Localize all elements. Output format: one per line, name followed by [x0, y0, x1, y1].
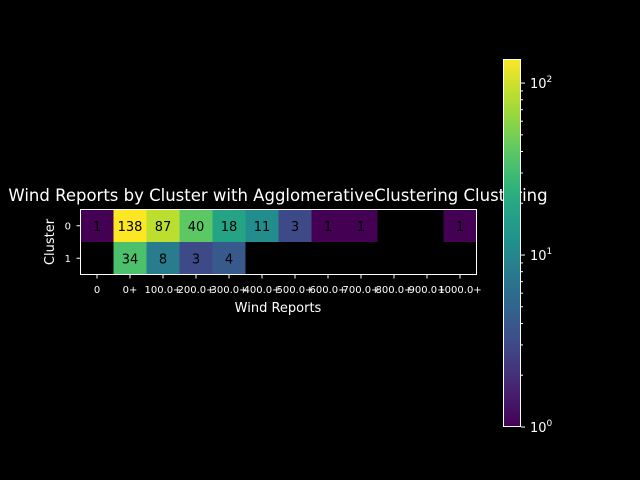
- cell-value-label: 3: [192, 252, 200, 267]
- cell-value-label: 87: [155, 220, 172, 235]
- x-tick-label: 200.0+: [177, 285, 214, 296]
- heatmap-cell: [146, 209, 180, 242]
- y-axis-label: Cluster: [43, 218, 58, 265]
- cell-value-label: 18: [221, 220, 238, 235]
- y-axis-ticks: 01: [65, 221, 81, 265]
- heatmap-cell: [80, 209, 114, 242]
- heatmap-cell: [212, 242, 246, 275]
- cell-value-label: 138: [118, 220, 143, 235]
- cell-value-label: 8: [159, 252, 167, 267]
- y-tick-label: 0: [65, 221, 71, 232]
- heatmap-cell: [344, 209, 378, 242]
- heatmap-cell: [113, 242, 147, 275]
- cell-value-label: 1: [456, 220, 464, 235]
- cell-value-label: 40: [188, 220, 205, 235]
- colorbar-tick-label: 100: [530, 419, 553, 436]
- x-tick-label: 0: [94, 285, 100, 296]
- x-tick-label: 700.0+: [342, 285, 379, 296]
- heatmap-cell: [179, 242, 213, 275]
- cell-value-label: 1: [324, 220, 332, 235]
- x-axis-label: Wind Reports: [235, 301, 322, 316]
- cell-value-label: 4: [225, 252, 233, 267]
- heatmap-cell: [146, 242, 180, 275]
- x-tick-label: 500.0+: [276, 285, 313, 296]
- cell-value-label: 3: [291, 220, 299, 235]
- y-tick-label: 1: [65, 254, 71, 265]
- colorbar: 100 101 102: [503, 59, 553, 436]
- heatmap-cell: [311, 209, 345, 242]
- cell-value-label: 34: [122, 252, 139, 267]
- plot-frame: [80, 209, 477, 275]
- x-tick-label: 0+: [123, 285, 138, 296]
- colorbar-gradient: [503, 59, 521, 427]
- heatmap-cell: [113, 209, 147, 242]
- heatmap-cell: [245, 209, 279, 242]
- heatmap-cell: [212, 209, 246, 242]
- x-tick-label: 900.0+: [408, 285, 445, 296]
- x-tick-label: 800.0+: [375, 285, 412, 296]
- cell-value-label: 11: [254, 220, 271, 235]
- heatmap-cell: [179, 209, 213, 242]
- cell-value-label: 1: [93, 220, 101, 235]
- x-axis-ticks: 0 0+ 100.0+200.0+300.0+400.0+500.0+600.0+7…: [94, 274, 482, 296]
- x-tick-label: 600.0+: [309, 285, 346, 296]
- heatmap-cell: [443, 209, 477, 242]
- colorbar-tick-label: 102: [530, 75, 552, 92]
- cell-value-label: 1: [357, 220, 365, 235]
- heatmap-cells: [80, 209, 477, 275]
- x-tick-label: 1000.0+: [438, 285, 481, 296]
- x-tick-label: 400.0+: [243, 285, 280, 296]
- colorbar-tick-label: 101: [530, 247, 552, 264]
- x-tick-label: 300.0+: [210, 285, 247, 296]
- heatmap-cell: [278, 209, 312, 242]
- colorbar-frame: [503, 59, 521, 427]
- x-tick-label: 100.0+: [144, 285, 181, 296]
- heatmap-cell-labels: 1 138 87 40 18 11 3 1 1 134 8 3 4: [93, 220, 464, 268]
- chart-title: Wind Reports by Cluster with Agglomerati…: [8, 186, 547, 205]
